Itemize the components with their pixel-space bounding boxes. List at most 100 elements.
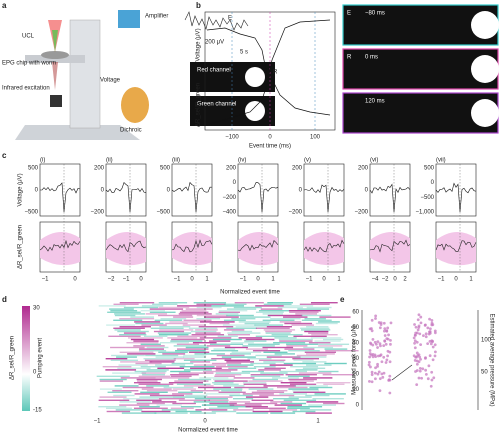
heat-cell xyxy=(311,334,338,336)
swarm-dot xyxy=(433,329,437,333)
swarm-dot xyxy=(417,376,421,380)
heat-cell xyxy=(179,366,215,368)
label: Amplifier xyxy=(145,14,168,20)
cbar-tick-label: -15 xyxy=(33,408,42,414)
y-tick-label: 0 xyxy=(35,188,39,194)
heat-cell xyxy=(263,351,288,353)
trace xyxy=(435,240,477,252)
heat-cell xyxy=(195,332,221,334)
heat-cell xyxy=(260,308,283,310)
heat-cell xyxy=(183,319,212,321)
y-tick-label: 0 xyxy=(356,403,360,409)
heat-cell xyxy=(255,354,282,357)
x-tick-label: −1 xyxy=(123,277,131,283)
swarm-dot xyxy=(431,358,435,362)
heat-cell xyxy=(283,362,317,365)
swarm-dot xyxy=(379,344,382,348)
swarm-dot xyxy=(419,357,422,361)
label: 200 μV xyxy=(205,40,224,46)
heat-cell xyxy=(136,402,165,405)
heat-cell xyxy=(211,350,239,352)
swarm-dot xyxy=(418,369,422,373)
cbar-tick-label: 30 xyxy=(33,306,40,312)
swarm-dot xyxy=(374,377,377,381)
swarm-dot xyxy=(382,371,386,375)
swarm-dot xyxy=(371,353,375,356)
swarm-dot xyxy=(413,339,417,343)
y-tick-label: 500 xyxy=(424,166,435,172)
heat-cell xyxy=(170,375,192,377)
axes xyxy=(435,163,477,217)
panel-label: d xyxy=(2,295,7,304)
panel-label: b xyxy=(196,1,201,10)
swarm-dot xyxy=(415,351,419,355)
heat-cell xyxy=(229,404,262,406)
heat-cell xyxy=(113,394,135,397)
y-tick-label: 500 xyxy=(28,166,39,172)
heat-cell xyxy=(288,378,317,381)
x-tick-label: −1 xyxy=(42,277,50,283)
heat-cell xyxy=(149,394,185,397)
heat-cell xyxy=(236,412,269,414)
swarm-dot xyxy=(371,337,375,341)
heat-cell xyxy=(119,334,147,336)
swarm-dot xyxy=(382,344,386,348)
heat-cell xyxy=(288,350,320,352)
heat-cell xyxy=(269,364,293,366)
swarm-dot xyxy=(433,343,437,347)
heat-cell xyxy=(136,399,162,401)
heat-cell xyxy=(208,399,229,401)
heat-cell xyxy=(175,410,202,413)
heat-cell xyxy=(284,348,315,350)
subpanel-id: (ii) xyxy=(106,158,113,164)
swarm-dot xyxy=(414,331,418,335)
heat-cell xyxy=(234,386,268,389)
label: Voltage xyxy=(100,78,121,84)
heat-cell xyxy=(158,306,190,309)
heat-cell xyxy=(121,412,157,414)
swarm-dot xyxy=(374,355,377,359)
heat-cell xyxy=(146,390,178,392)
axis-label: Normalized event time xyxy=(178,428,238,434)
heat-cell xyxy=(294,385,328,387)
swarm-dot xyxy=(374,317,377,320)
heat-cell xyxy=(181,310,207,312)
heat-cell xyxy=(201,404,235,406)
heat-cell xyxy=(259,394,295,397)
heat-cell xyxy=(256,390,288,392)
heat-cell xyxy=(105,369,137,371)
x-tick-label: 0 xyxy=(139,277,143,283)
heat-cell xyxy=(252,350,281,352)
heat-cell xyxy=(228,367,257,369)
heat-cell xyxy=(287,406,323,408)
heat-cell xyxy=(114,329,141,331)
heat-cell xyxy=(156,404,182,406)
heat-cell xyxy=(222,324,256,326)
heat-cell xyxy=(171,362,194,365)
swarm-dot xyxy=(388,391,392,395)
swarm-dot xyxy=(430,370,434,374)
heat-cell xyxy=(230,353,251,355)
heat-cell xyxy=(279,321,302,323)
heat-cell xyxy=(263,385,296,387)
heat-cell xyxy=(305,394,330,397)
swarm-dot xyxy=(431,345,435,349)
heat-cell xyxy=(146,385,170,387)
heat-cell xyxy=(128,337,163,339)
heat-cell xyxy=(185,308,213,310)
trace xyxy=(171,239,213,253)
heat-cell xyxy=(287,375,310,377)
heat-cell xyxy=(274,404,302,406)
heat-cell xyxy=(213,378,235,381)
swarm-dot xyxy=(430,378,434,382)
heat-cell xyxy=(298,372,332,374)
swarm-dot xyxy=(430,319,434,322)
heat-cell xyxy=(322,374,354,376)
panel-label: a xyxy=(2,1,7,10)
heat-cell xyxy=(253,366,276,368)
heat-cell xyxy=(135,322,164,325)
heat-cell xyxy=(215,313,239,315)
heatmap xyxy=(96,302,359,414)
swarm-dot xyxy=(388,360,392,364)
heat-cell xyxy=(235,326,268,328)
